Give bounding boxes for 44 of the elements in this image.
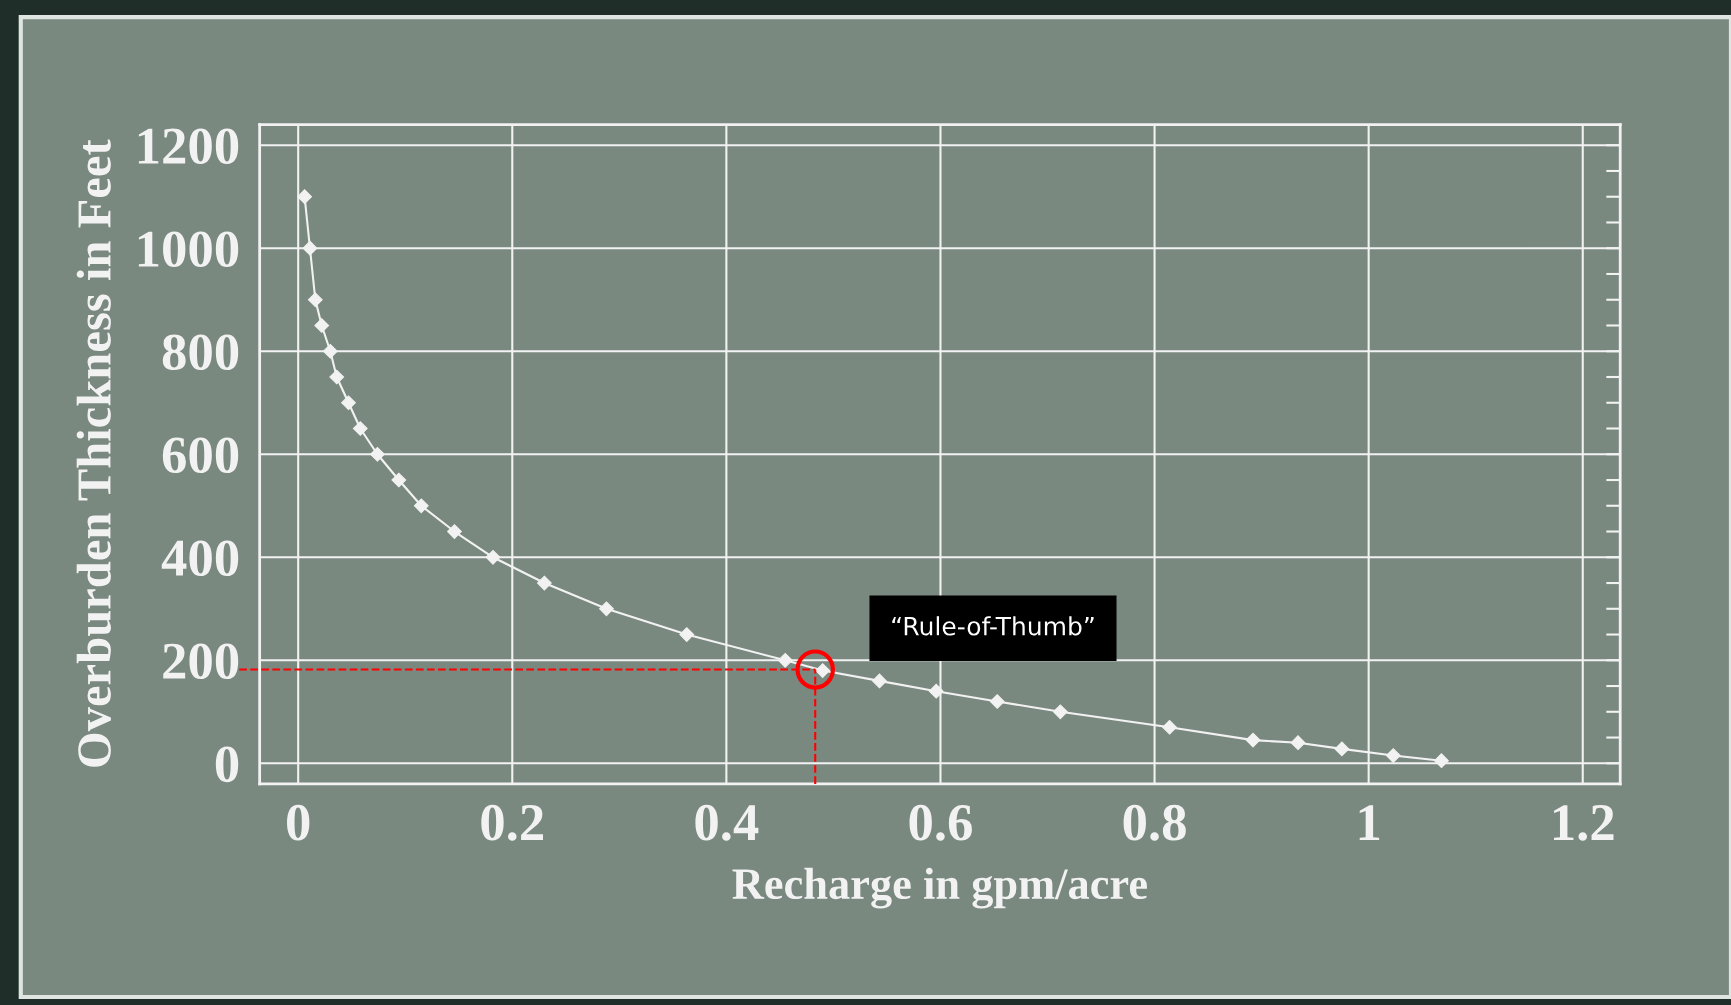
x-tick-label: 0.8 xyxy=(1123,804,1186,841)
x-tick-label: 0.6 xyxy=(909,804,972,841)
point xyxy=(872,673,887,689)
point xyxy=(1245,732,1261,748)
point xyxy=(391,472,407,488)
x-tick-label: 0 xyxy=(287,804,310,841)
point xyxy=(1290,735,1306,751)
point xyxy=(341,395,356,411)
point xyxy=(297,189,312,205)
point xyxy=(989,694,1005,709)
point xyxy=(1052,704,1068,720)
point xyxy=(599,601,614,617)
point xyxy=(928,683,944,699)
y-axis-title: Overburden Thickness in Feet xyxy=(76,139,111,767)
point xyxy=(1334,741,1350,757)
point xyxy=(1162,719,1177,735)
y-tick-label: 200 xyxy=(163,643,239,680)
y-tick-label: 1000 xyxy=(138,231,239,268)
point xyxy=(1385,748,1401,763)
point xyxy=(314,318,330,333)
x-tick-label: 1.2 xyxy=(1553,805,1614,841)
point xyxy=(302,240,318,256)
point xyxy=(447,524,462,539)
y-tick-label: 1200 xyxy=(138,128,239,165)
y-tick-label: 400 xyxy=(161,540,239,577)
point xyxy=(413,498,429,514)
y-tick-label: 600 xyxy=(162,437,239,474)
point xyxy=(370,446,385,462)
point xyxy=(485,549,501,565)
point xyxy=(777,652,793,668)
point xyxy=(352,421,368,436)
annotation: “Rule-of-Thumb” xyxy=(892,616,1094,636)
point xyxy=(322,343,338,359)
point xyxy=(1434,753,1449,769)
x-tick-label: 0.2 xyxy=(481,804,543,841)
x-tick-label: 1 xyxy=(1359,805,1380,840)
y-tick-label: 0 xyxy=(215,746,239,783)
point xyxy=(679,627,695,642)
point xyxy=(307,292,323,308)
point xyxy=(537,575,552,591)
x-tick-label: 0.4 xyxy=(695,804,759,841)
point xyxy=(329,369,345,385)
y-tick-label: 800 xyxy=(162,334,239,371)
x-axis-title: Recharge in gpm/acre xyxy=(732,867,1147,909)
